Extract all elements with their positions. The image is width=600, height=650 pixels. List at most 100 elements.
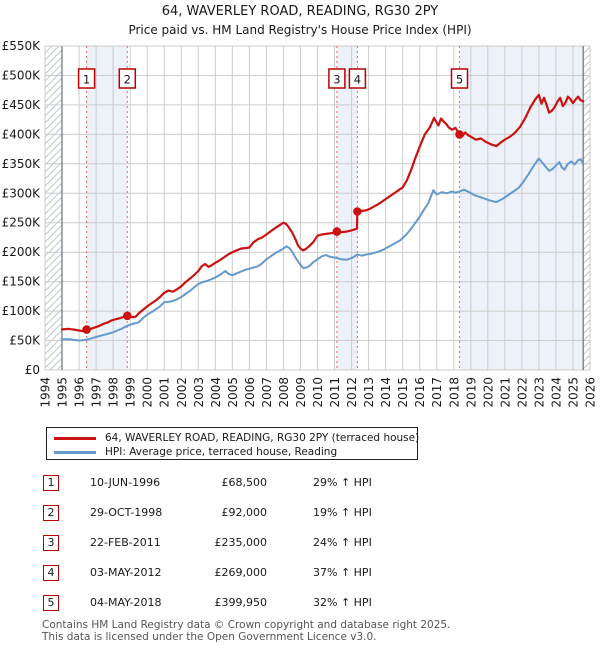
gridlines: [44, 45, 591, 371]
tx-price: £269,000: [214, 566, 268, 579]
y-axis-labels: £0 £50K £100K £150K £200K £250K £300K £350K £400…: [2, 39, 42, 377]
footer-attribution: Contains HM Land Registry data © Crown c…: [42, 619, 451, 643]
svg-text:2006: 2006: [243, 377, 257, 408]
svg-text:2023: 2023: [532, 377, 546, 408]
legend-row-hpi: HPI: Average price, terraced house, Read…: [47, 445, 417, 459]
chart-legend: 64, WAVERLEY ROAD, READING, RG30 2PY (te…: [46, 427, 420, 460]
svg-text:2022: 2022: [515, 377, 529, 408]
svg-text:5: 5: [456, 73, 463, 87]
svg-text:£500K: £500K: [2, 69, 42, 83]
svg-text:1994: 1994: [39, 377, 53, 408]
svg-text:1995: 1995: [56, 377, 70, 408]
svg-text:£100K: £100K: [2, 304, 42, 318]
table-row: 4 03-MAY-2012 £269,000 37% ↑ HPI: [43, 564, 388, 594]
svg-text:1997: 1997: [90, 377, 104, 408]
tx-date: 04-MAY-2018: [90, 596, 162, 609]
page-title: 64, WAVERLEY ROAD, READING, RG30 2PY: [161, 4, 439, 19]
tx-date: 10-JUN-1996: [90, 476, 161, 489]
svg-text:2003: 2003: [192, 377, 206, 408]
svg-text:£250K: £250K: [2, 216, 42, 230]
svg-text:2014: 2014: [379, 377, 393, 408]
tx-price: £92,000: [221, 506, 268, 519]
svg-text:2018: 2018: [447, 377, 461, 408]
svg-text:1999: 1999: [124, 377, 138, 408]
svg-text:1996: 1996: [73, 377, 87, 408]
no-data-hatch: [45, 46, 590, 370]
svg-text:2002: 2002: [175, 377, 189, 408]
svg-text:2007: 2007: [260, 377, 274, 408]
svg-text:£300K: £300K: [2, 186, 42, 200]
hpi-line-swatch: [54, 450, 96, 454]
tx-date: 22-FEB-2011: [90, 536, 161, 549]
x-axis-labels: 1994 1995 1996 1997 1998 1999 2000 2001 2002 2003…: [39, 377, 598, 408]
svg-text:2013: 2013: [362, 377, 376, 408]
table-row: 2 29-OCT-1998 £92,000 19% ↑ HPI: [43, 504, 388, 534]
svg-text:2008: 2008: [277, 377, 291, 408]
tx-marker-badge: 5: [43, 595, 59, 611]
property-line-swatch: [54, 436, 96, 440]
footer-line-2: This data is licensed under the Open Gov…: [42, 630, 377, 643]
tx-hpi-delta: 32% ↑ HPI: [313, 596, 372, 609]
shaded-bands: [86, 46, 584, 370]
svg-text:2015: 2015: [396, 377, 410, 408]
svg-text:2017: 2017: [430, 377, 444, 408]
svg-text:£450K: £450K: [2, 98, 42, 112]
tx-hpi-delta: 19% ↑ HPI: [313, 506, 372, 519]
svg-text:4: 4: [354, 73, 361, 87]
tx-price: £235,000: [214, 536, 268, 549]
svg-text:1: 1: [83, 73, 90, 87]
svg-text:2000: 2000: [141, 377, 155, 408]
tx-marker-badge: 2: [43, 505, 59, 521]
page-subtitle: Price paid vs. HM Land Registry's House …: [128, 23, 472, 37]
property-line: [60, 93, 585, 333]
svg-text:2019: 2019: [464, 377, 478, 408]
transactions-table: 1 10-JUN-1996 £68,500 29% ↑ HPI 2 29-OCT-1998…: [43, 474, 388, 624]
data-range-edges: [61, 46, 584, 370]
legend-label-property: 64, WAVERLEY ROAD, READING, RG30 2PY (te…: [105, 432, 420, 444]
tx-hpi-delta: 29% ↑ HPI: [313, 476, 372, 489]
tx-hpi-delta: 24% ↑ HPI: [313, 536, 372, 549]
tx-price: £399,950: [214, 596, 268, 609]
sale-dots: [82, 130, 464, 334]
svg-text:£50K: £50K: [9, 334, 41, 348]
footer-line-1: Contains HM Land Registry data © Crown c…: [42, 619, 451, 631]
svg-text:2026: 2026: [584, 377, 598, 408]
tx-hpi-delta: 37% ↑ HPI: [313, 566, 372, 579]
price-history-chart: 1 2 3 4 5 £0 £50K £100K £150K £200K £250K £300K £350…: [2, 39, 598, 408]
hpi-line: [61, 157, 585, 342]
svg-text:2011: 2011: [328, 377, 342, 408]
svg-text:£0: £0: [25, 363, 40, 377]
svg-text:2020: 2020: [481, 377, 495, 408]
svg-text:2021: 2021: [498, 377, 512, 408]
tx-marker-badge: 1: [43, 475, 59, 491]
sale-dashed-lines: [85, 46, 461, 370]
tx-marker-badge: 3: [43, 535, 59, 551]
table-row: 5 04-MAY-2018 £399,950 32% ↑ HPI: [43, 594, 388, 624]
table-row: 3 22-FEB-2011 £235,000 24% ↑ HPI: [43, 534, 388, 564]
legend-label-hpi: HPI: Average price, terraced house, Read…: [105, 446, 338, 458]
svg-text:2009: 2009: [294, 377, 308, 408]
tx-price: £68,500: [221, 476, 268, 489]
table-row: 1 10-JUN-1996 £68,500 29% ↑ HPI: [43, 474, 388, 504]
svg-text:2016: 2016: [413, 377, 427, 408]
svg-text:2004: 2004: [209, 377, 223, 408]
svg-text:2024: 2024: [549, 377, 563, 408]
svg-text:2010: 2010: [311, 377, 325, 408]
svg-text:£350K: £350K: [2, 157, 42, 171]
svg-text:2025: 2025: [567, 377, 581, 408]
svg-text:2: 2: [124, 73, 131, 87]
tx-marker-badge: 4: [43, 565, 59, 581]
svg-text:2001: 2001: [158, 377, 172, 408]
svg-text:£150K: £150K: [2, 275, 42, 289]
svg-text:3: 3: [333, 73, 340, 87]
svg-text:£400K: £400K: [2, 127, 42, 141]
legend-row-property: 64, WAVERLEY ROAD, READING, RG30 2PY (te…: [47, 431, 420, 445]
svg-text:£200K: £200K: [2, 245, 42, 259]
tx-date: 29-OCT-1998: [90, 506, 163, 519]
svg-text:2005: 2005: [226, 377, 240, 408]
tx-date: 03-MAY-2012: [90, 566, 162, 579]
svg-text:1998: 1998: [107, 377, 121, 408]
svg-text:£550K: £550K: [2, 39, 42, 53]
